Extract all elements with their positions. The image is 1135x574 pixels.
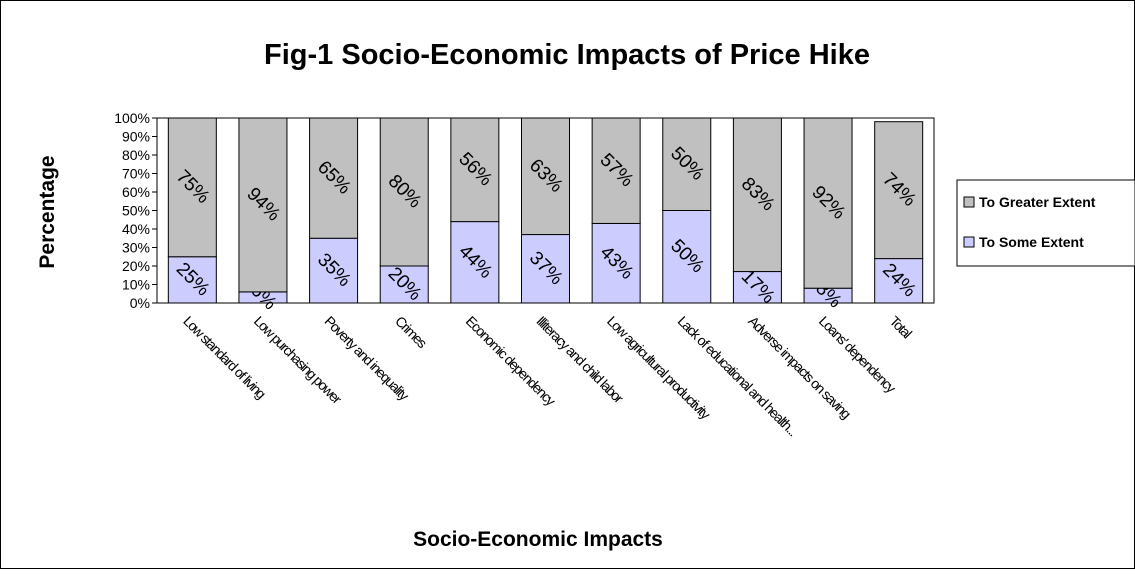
- chart-title: Fig-1 Socio-Economic Impacts of Price Hi…: [264, 39, 870, 71]
- bar-segment: [450, 117, 500, 223]
- y-tick-label: 10%: [122, 277, 150, 293]
- y-tick-label: 50%: [122, 203, 150, 219]
- bar-segment: [521, 117, 570, 236]
- bar-segment: [732, 117, 782, 273]
- legend-box: [956, 179, 1135, 267]
- bar-segment: [803, 117, 853, 289]
- bar-segment: [379, 117, 429, 267]
- bar-segment: [662, 210, 712, 304]
- y-tick-label: 90%: [122, 129, 150, 145]
- bar-segment: [167, 256, 217, 304]
- y-tick-label: 0%: [130, 295, 150, 311]
- y-tick-label: 60%: [122, 184, 150, 200]
- y-tick-label: 70%: [122, 166, 150, 182]
- y-tick-label: 40%: [122, 221, 150, 237]
- legend: To Greater Extent To Some Extent: [956, 179, 1135, 267]
- legend-label: To Some Extent: [979, 234, 1084, 250]
- bar-segment: [521, 234, 570, 304]
- x-axis-title: Socio-Economic Impacts: [413, 528, 663, 551]
- y-axis-title: Percentage: [36, 155, 59, 268]
- legend-swatch: [963, 236, 975, 248]
- bar-segment: [450, 221, 500, 304]
- y-tick-label: 30%: [122, 240, 150, 256]
- legend-swatch: [963, 196, 975, 208]
- bar-segment: [167, 117, 217, 258]
- bar-segment: [309, 117, 359, 239]
- bar-segment: [874, 258, 924, 304]
- bar-segment: [874, 121, 924, 260]
- bar-segment: [662, 117, 712, 211]
- legend-label: To Greater Extent: [979, 194, 1096, 210]
- y-tick-label: 80%: [122, 147, 150, 163]
- bar-segment: [732, 271, 782, 304]
- y-tick-label: 100%: [114, 110, 150, 126]
- bar-segment: [238, 117, 288, 293]
- bar-segment: [591, 117, 641, 224]
- y-tick-label: 20%: [122, 258, 150, 274]
